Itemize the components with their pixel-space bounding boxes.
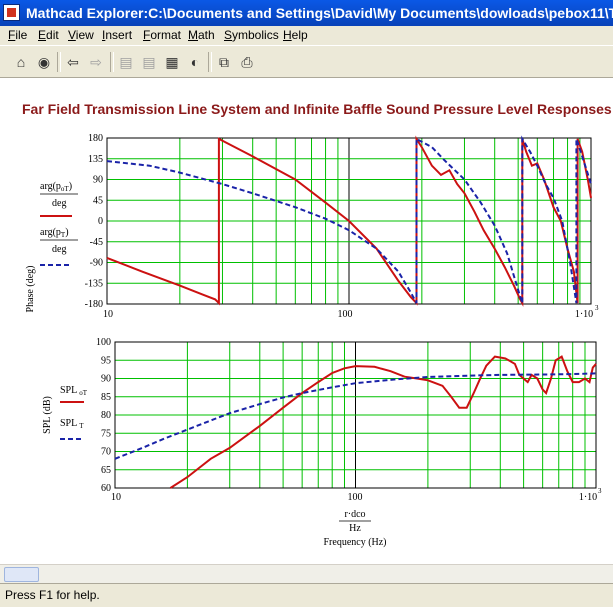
toolbar-separator <box>208 52 212 72</box>
next-page-icon[interactable]: ▤ <box>142 54 156 70</box>
x-tick-label: 1·10 <box>575 309 593 320</box>
y-tick-label: 75 <box>101 428 111 439</box>
phase-legend: arg(poT) deg arg(pT) deg <box>40 181 78 266</box>
toolbar-separator <box>57 52 61 72</box>
phase-series <box>106 135 592 307</box>
menu-math[interactable]: Math <box>188 28 215 42</box>
series-line-ib <box>114 372 597 460</box>
x-axis-label-denominator: Hz <box>349 523 361 534</box>
title-bar: Mathcad Explorer:C:\Documents and Settin… <box>0 0 613 26</box>
spl-plot-frame <box>114 341 597 489</box>
y-tick-label: 85 <box>101 392 111 403</box>
home-icon[interactable]: ⌂ <box>16 54 26 70</box>
x-tick-label: 10 <box>111 492 121 503</box>
document-title: Far Field Transmission Line System and I… <box>22 101 612 117</box>
y-tick-label: 180 <box>88 133 103 144</box>
phase-plot-frame <box>106 137 592 305</box>
toolbar: ⌂ ◉ ⇦ ⇨ ▤ ▤ ▦ ◐ ⧉ ⎙ <box>0 45 613 78</box>
spl-grid <box>115 342 596 488</box>
spl-y-axis-label: SPL (dB) <box>42 396 53 434</box>
phase-y-ticks: 180 135 90 45 0 -45 -90 -135 -180 <box>85 133 103 310</box>
series-line-tl <box>169 355 597 489</box>
forward-arrow-icon[interactable]: ⇨ <box>90 54 102 70</box>
scroll-thumb[interactable] <box>4 567 39 582</box>
y-tick-label: 90 <box>93 175 103 186</box>
menu-symbolics[interactable]: Symbolics <box>224 28 279 42</box>
y-tick-label: 45 <box>93 195 103 206</box>
window-title: Mathcad Explorer:C:\Documents and Settin… <box>26 5 613 21</box>
status-text: Press F1 for help. <box>5 588 100 602</box>
x-tick-label: 1·10 <box>579 492 597 503</box>
status-bar: Press F1 for help. <box>0 583 613 607</box>
prev-page-icon[interactable]: ▤ <box>119 54 133 70</box>
menu-insert[interactable]: Insert <box>102 28 133 42</box>
y-tick-label: 90 <box>101 374 111 385</box>
phase-x-ticks: 10 100 1·10 3 <box>103 304 599 320</box>
x-tick-exponent: 3 <box>595 304 599 312</box>
toolbar-separator <box>110 52 114 72</box>
go-to-page-icon[interactable]: ▦ <box>165 54 179 70</box>
y-tick-label: 135 <box>88 154 103 165</box>
menu-bar: File Edit View Insert Format Math Symbol… <box>0 26 613 45</box>
menu-file[interactable]: File <box>8 28 28 42</box>
x-axis-caption: Frequency (Hz) <box>323 537 386 548</box>
globe-icon[interactable]: ◉ <box>37 54 51 70</box>
menu-format[interactable]: Format <box>143 28 182 42</box>
back-arrow-icon[interactable]: ⇦ <box>67 54 79 70</box>
spl-series <box>114 355 597 489</box>
horizontal-scrollbar[interactable] <box>0 564 613 583</box>
legend-ib-label: SPL T <box>60 418 84 430</box>
series-line-tl <box>106 135 592 307</box>
y-tick-label: -180 <box>85 299 103 310</box>
document-area[interactable]: Far Field Transmission Line System and I… <box>0 79 613 564</box>
y-tick-label: 60 <box>101 483 111 494</box>
y-tick-label: 65 <box>101 465 111 476</box>
y-tick-label: -90 <box>90 258 103 269</box>
find-icon[interactable]: ◐ <box>190 54 200 70</box>
y-tick-label: -45 <box>90 237 103 248</box>
x-tick-exponent: 3 <box>598 487 602 495</box>
spl-legend: SPL oT SPL T <box>60 385 88 440</box>
legend-tl-numerator: arg(poT) <box>40 181 72 193</box>
series-line-ib <box>106 135 592 304</box>
copy-icon[interactable]: ⧉ <box>219 54 229 70</box>
x-tick-label: 100 <box>348 492 363 503</box>
y-tick-label: -135 <box>85 278 103 289</box>
y-tick-label: 95 <box>101 355 111 366</box>
y-tick-label: 70 <box>101 447 111 458</box>
spl-y-ticks: 100 95 90 85 80 75 70 65 60 <box>96 337 111 494</box>
menu-edit[interactable]: Edit <box>38 28 59 42</box>
y-tick-label: 0 <box>98 216 103 227</box>
spl-plot[interactable]: 100 95 90 85 80 75 70 65 60 10 100 1·10 3 SPL (d… <box>42 337 602 548</box>
menu-view[interactable]: View <box>68 28 94 42</box>
spl-x-ticks: 10 100 1·10 3 <box>111 487 602 503</box>
legend-ib-numerator: arg(pT) <box>40 227 69 239</box>
y-tick-label: 100 <box>96 337 111 348</box>
menu-help[interactable]: Help <box>283 28 308 42</box>
y-tick-label: 80 <box>101 410 111 421</box>
legend-ib-denominator: deg <box>52 244 66 255</box>
legend-tl-label: SPL oT <box>60 385 88 397</box>
phase-y-axis-label: Phase (deg) <box>25 266 36 313</box>
x-axis-label-numerator: r·dco <box>344 509 365 520</box>
print-icon[interactable]: ⎙ <box>241 54 253 70</box>
x-tick-label: 100 <box>338 309 353 320</box>
mathcad-app-icon[interactable] <box>3 4 20 21</box>
x-tick-label: 10 <box>103 309 113 320</box>
legend-tl-denominator: deg <box>52 198 66 209</box>
